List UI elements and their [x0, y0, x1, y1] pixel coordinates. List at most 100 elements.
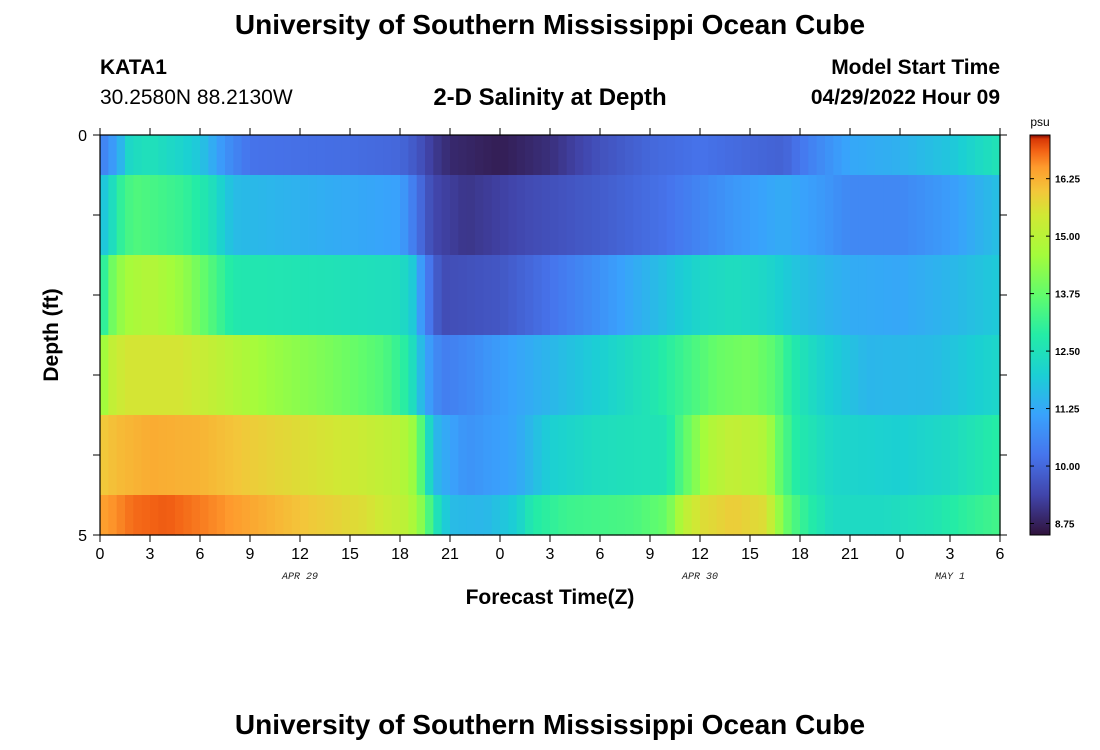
heatmap-cell	[566, 255, 576, 336]
heatmap-cell	[816, 255, 826, 336]
colorbar-tick-label: 8.75	[1055, 520, 1075, 531]
colorbar-tick-label: 13.75	[1055, 290, 1080, 301]
heatmap-cell	[358, 415, 368, 496]
heatmap-cell	[375, 495, 384, 536]
x-tick-label: 18	[791, 546, 809, 563]
heatmap-cell	[666, 415, 676, 496]
heatmap-cell	[483, 175, 493, 256]
heatmap-cell	[975, 175, 984, 256]
heatmap-cell	[991, 255, 1001, 336]
heatmap-cell	[850, 495, 859, 536]
heatmap-cell	[991, 415, 1001, 496]
heatmap-cell	[691, 135, 701, 176]
heatmap-cell	[841, 255, 851, 336]
heatmap-cell	[716, 175, 726, 256]
heatmap-cell	[675, 255, 684, 336]
heatmap-cell	[516, 135, 526, 176]
heatmap-cell	[975, 495, 984, 536]
heatmap-cell	[558, 335, 568, 416]
heatmap-cell	[900, 415, 909, 496]
heatmap-cell	[650, 255, 659, 336]
heatmap-cell	[808, 135, 818, 176]
heatmap-cell	[841, 175, 851, 256]
heatmap-cell	[933, 255, 943, 336]
heatmap-cell	[116, 135, 126, 176]
heatmap-cell	[433, 335, 443, 416]
y-axis-label: Depth (ft)	[40, 288, 63, 381]
heatmap-cell	[416, 255, 426, 336]
heatmap-cell	[775, 495, 784, 536]
heatmap-cell	[900, 255, 909, 336]
heatmap-cell	[175, 495, 184, 536]
heatmap-cell	[425, 135, 434, 176]
heatmap-cell	[433, 135, 443, 176]
heatmap-cell	[241, 175, 251, 256]
heatmap-cell	[675, 175, 684, 256]
heatmap-cell	[941, 135, 951, 176]
heatmap-cell	[316, 135, 326, 176]
heatmap-cell	[675, 335, 684, 416]
heatmap-cell	[375, 415, 384, 496]
heatmap-cell	[650, 495, 659, 536]
heatmap-cell	[608, 135, 618, 176]
heatmap-cell	[558, 495, 568, 536]
heatmap-cell	[241, 335, 251, 416]
heatmap-cell	[116, 175, 126, 256]
heatmap-cell	[966, 255, 976, 336]
heatmap-cell	[575, 135, 584, 176]
heatmap-cell	[483, 255, 493, 336]
heatmap-cell	[833, 335, 843, 416]
heatmap-cell	[316, 495, 326, 536]
heatmap-cell	[283, 495, 293, 536]
heatmap-cell	[366, 135, 376, 176]
heatmap-cell	[875, 495, 884, 536]
heatmap-cell	[933, 175, 943, 256]
heatmap-cell	[333, 335, 343, 416]
heatmap-cell	[791, 175, 801, 256]
heatmap-cell	[891, 495, 901, 536]
heatmap-cell	[750, 495, 759, 536]
heatmap-cell	[975, 415, 984, 496]
heatmap-cell	[283, 335, 293, 416]
heatmap-cell	[400, 175, 409, 256]
colorbar-ticks: 8.75 10.00 11.25 12.50 13.75 15.00 16.25	[1030, 175, 1080, 531]
heatmap-cell	[691, 335, 701, 416]
heatmap-cell	[175, 135, 184, 176]
heatmap-cell	[450, 255, 459, 336]
heatmap-cell	[633, 495, 643, 536]
main-title: University of Southern Mississippi Ocean…	[234, 9, 866, 40]
heatmap-cell	[708, 175, 718, 256]
heatmap-cell	[450, 495, 459, 536]
heatmap-cell	[400, 135, 409, 176]
heatmap-cell	[658, 175, 668, 256]
heatmap-cell	[558, 135, 568, 176]
heatmap-cell	[500, 135, 509, 176]
heatmap-cell	[100, 495, 109, 536]
heatmap-cell	[641, 175, 651, 256]
heatmap-cell	[716, 335, 726, 416]
heatmap-cell	[133, 135, 143, 176]
y-tick-label: 5	[78, 528, 87, 545]
heatmap-cell	[133, 495, 143, 536]
heatmap-cell	[166, 175, 176, 256]
heatmap-cell	[975, 335, 984, 416]
heatmap-cell	[100, 255, 109, 336]
heatmap-cell	[850, 135, 859, 176]
heatmap-cell	[858, 335, 868, 416]
heatmap-cell	[708, 495, 718, 536]
heatmap-cell	[466, 495, 476, 536]
heatmap-cell	[200, 255, 209, 336]
heatmap-cell	[116, 255, 126, 336]
heatmap-cell	[550, 335, 559, 416]
heatmap-cell	[725, 335, 734, 416]
heatmap-cell	[458, 335, 468, 416]
heatmap-cell	[241, 415, 251, 496]
heatmap-cell	[825, 335, 834, 416]
heatmap-cell	[583, 495, 593, 536]
heatmap-cell	[575, 495, 584, 536]
x-tick-label: 3	[546, 546, 555, 563]
heatmap-cell	[725, 255, 734, 336]
heatmap-cell	[325, 335, 334, 416]
heatmap-cell	[791, 495, 801, 536]
heatmap-cell	[950, 255, 959, 336]
